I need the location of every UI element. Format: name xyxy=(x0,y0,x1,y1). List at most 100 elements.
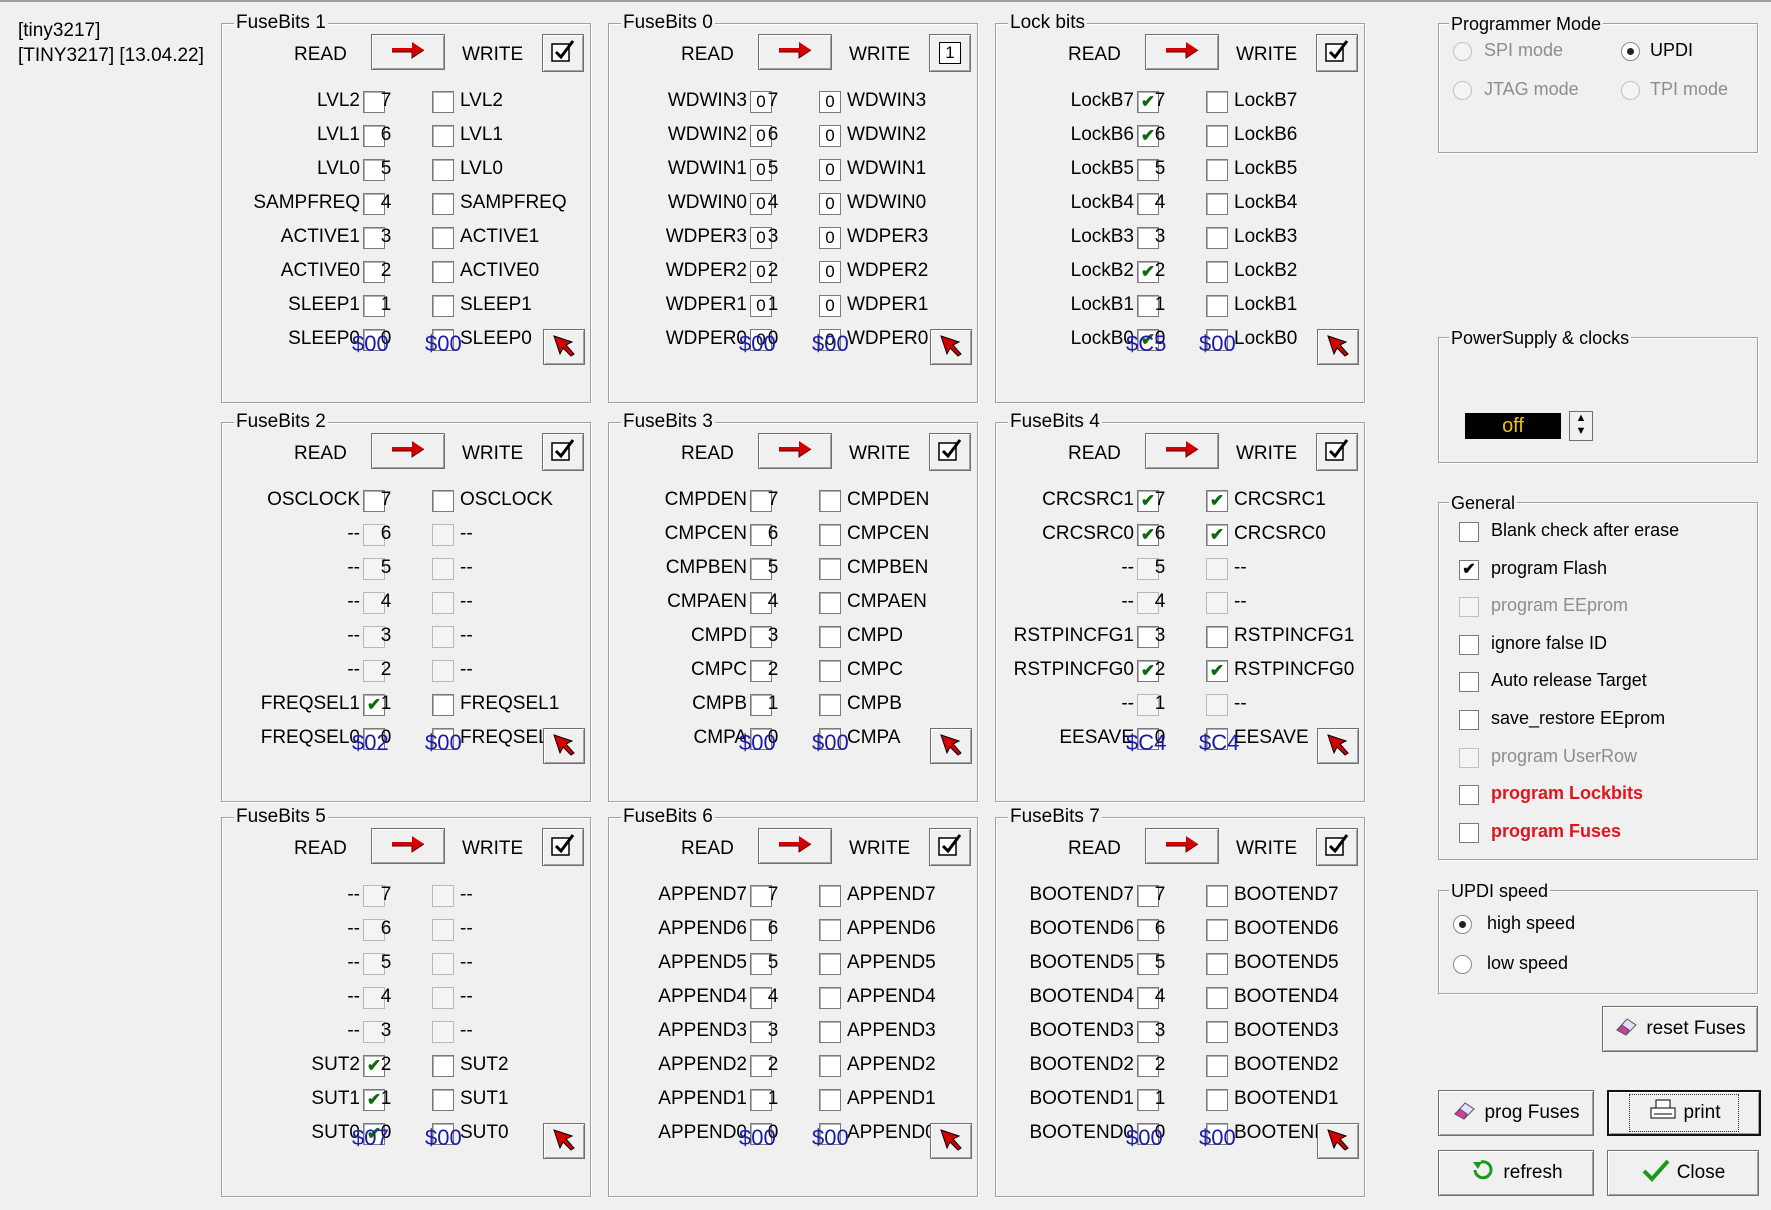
read-bit-checkbox[interactable] xyxy=(1137,694,1159,716)
read-bit-checkbox[interactable] xyxy=(1137,1089,1159,1111)
close-button[interactable]: Close xyxy=(1607,1150,1759,1196)
write-bit-checkbox[interactable] xyxy=(432,1055,454,1077)
read-bit-checkbox[interactable] xyxy=(363,987,385,1009)
select-arrow-button[interactable] xyxy=(1317,1123,1359,1159)
read-bit-checkbox[interactable]: ✔ xyxy=(363,1123,385,1145)
write-bit-field[interactable]: 0 xyxy=(819,227,841,249)
general-option-checkbox[interactable] xyxy=(1459,747,1479,768)
read-arrow-button[interactable] xyxy=(758,433,832,469)
read-bit-checkbox[interactable] xyxy=(1137,987,1159,1009)
write-bit-checkbox[interactable] xyxy=(1206,728,1228,750)
read-bit-checkbox[interactable] xyxy=(1137,919,1159,941)
write-bit-checkbox[interactable] xyxy=(1206,159,1228,181)
read-bit-field[interactable]: 0 xyxy=(750,193,772,215)
read-bit-checkbox[interactable] xyxy=(363,885,385,907)
write-bit-checkbox[interactable] xyxy=(432,261,454,283)
general-option-checkbox[interactable] xyxy=(1459,822,1479,843)
read-bit-checkbox[interactable] xyxy=(363,1021,385,1043)
write-bit-checkbox[interactable] xyxy=(1206,193,1228,215)
select-arrow-button[interactable] xyxy=(543,1123,585,1159)
write-bit-checkbox[interactable] xyxy=(432,1089,454,1111)
read-arrow-button[interactable] xyxy=(1145,828,1219,864)
write-bit-checkbox[interactable] xyxy=(1206,1021,1228,1043)
write-bit-checkbox[interactable] xyxy=(432,592,454,614)
read-bit-checkbox[interactable] xyxy=(363,329,385,351)
write-bit-checkbox[interactable] xyxy=(432,1123,454,1145)
write-bit-checkbox[interactable] xyxy=(819,728,841,750)
general-option-checkbox[interactable] xyxy=(1459,634,1479,655)
read-bit-checkbox[interactable] xyxy=(363,193,385,215)
write-bit-checkbox[interactable] xyxy=(1206,1055,1228,1077)
write-bit-checkbox[interactable] xyxy=(432,728,454,750)
write-bit-checkbox[interactable] xyxy=(819,885,841,907)
write-bit-checkbox[interactable]: ✔ xyxy=(1206,490,1228,512)
write-bit-checkbox[interactable] xyxy=(432,987,454,1009)
select-arrow-button[interactable] xyxy=(930,329,972,365)
read-bit-checkbox[interactable] xyxy=(363,660,385,682)
select-arrow-button[interactable] xyxy=(1317,329,1359,365)
read-bit-checkbox[interactable] xyxy=(363,524,385,546)
write-bit-checkbox[interactable] xyxy=(819,490,841,512)
read-bit-checkbox[interactable] xyxy=(750,592,772,614)
write-bit-checkbox[interactable] xyxy=(819,1021,841,1043)
read-arrow-button[interactable] xyxy=(758,34,832,70)
write-bit-checkbox[interactable] xyxy=(432,885,454,907)
read-bit-checkbox[interactable] xyxy=(750,987,772,1009)
read-bit-checkbox[interactable]: ✔ xyxy=(1137,490,1159,512)
spin-up-icon[interactable]: ▲ xyxy=(1575,412,1587,424)
write-button[interactable] xyxy=(1316,433,1358,471)
write-bit-checkbox[interactable] xyxy=(1206,329,1228,351)
write-bit-checkbox[interactable] xyxy=(432,125,454,147)
general-option-checkbox[interactable] xyxy=(1459,522,1479,542)
reset-fuses-button[interactable]: reset Fuses xyxy=(1602,1006,1758,1052)
write-bit-checkbox[interactable] xyxy=(819,953,841,975)
write-bit-checkbox[interactable] xyxy=(819,1123,841,1145)
write-bit-checkbox[interactable]: ✔ xyxy=(1206,524,1228,546)
read-bit-checkbox[interactable] xyxy=(363,490,385,512)
write-bit-field[interactable]: 0 xyxy=(819,125,841,147)
read-bit-checkbox[interactable] xyxy=(750,728,772,750)
refresh-button[interactable]: refresh xyxy=(1438,1150,1594,1196)
read-bit-field[interactable]: 0 xyxy=(750,261,772,283)
spi-mode-radio[interactable] xyxy=(1453,42,1472,61)
read-bit-checkbox[interactable] xyxy=(363,159,385,181)
read-bit-checkbox[interactable] xyxy=(363,728,385,750)
select-arrow-button[interactable] xyxy=(1317,728,1359,764)
write-bit-checkbox[interactable] xyxy=(819,660,841,682)
write-bit-checkbox[interactable] xyxy=(1206,1089,1228,1111)
read-bit-checkbox[interactable] xyxy=(363,558,385,580)
write-bit-checkbox[interactable] xyxy=(432,626,454,648)
read-bit-checkbox[interactable] xyxy=(750,490,772,512)
read-arrow-button[interactable] xyxy=(1145,34,1219,70)
read-bit-checkbox[interactable] xyxy=(363,261,385,283)
read-bit-checkbox[interactable] xyxy=(1137,953,1159,975)
write-bit-checkbox[interactable] xyxy=(432,295,454,317)
read-bit-checkbox[interactable] xyxy=(750,558,772,580)
read-arrow-button[interactable] xyxy=(758,828,832,864)
read-bit-checkbox[interactable] xyxy=(1137,295,1159,317)
read-bit-checkbox[interactable]: ✔ xyxy=(363,694,385,716)
read-bit-checkbox[interactable] xyxy=(1137,592,1159,614)
read-bit-checkbox[interactable] xyxy=(1137,1055,1159,1077)
read-bit-checkbox[interactable] xyxy=(1137,728,1159,750)
updi-mode-radio[interactable] xyxy=(1621,42,1640,61)
write-button[interactable] xyxy=(1316,34,1358,72)
read-bit-checkbox[interactable] xyxy=(363,125,385,147)
write-bit-checkbox[interactable] xyxy=(432,953,454,975)
read-bit-checkbox[interactable]: ✔ xyxy=(1137,91,1159,113)
read-bit-checkbox[interactable] xyxy=(1137,1123,1159,1145)
read-bit-checkbox[interactable] xyxy=(750,919,772,941)
read-bit-checkbox[interactable] xyxy=(750,1089,772,1111)
read-bit-checkbox[interactable] xyxy=(750,1055,772,1077)
select-arrow-button[interactable] xyxy=(930,1123,972,1159)
select-arrow-button[interactable] xyxy=(543,329,585,365)
read-bit-checkbox[interactable]: ✔ xyxy=(363,1089,385,1111)
write-bit-checkbox[interactable] xyxy=(819,558,841,580)
write-bit-checkbox[interactable] xyxy=(1206,227,1228,249)
read-bit-checkbox[interactable] xyxy=(363,295,385,317)
read-bit-field[interactable]: 0 xyxy=(750,125,772,147)
write-bit-checkbox[interactable] xyxy=(432,919,454,941)
read-bit-checkbox[interactable] xyxy=(750,626,772,648)
write-button[interactable] xyxy=(929,433,971,471)
read-arrow-button[interactable] xyxy=(371,34,445,70)
